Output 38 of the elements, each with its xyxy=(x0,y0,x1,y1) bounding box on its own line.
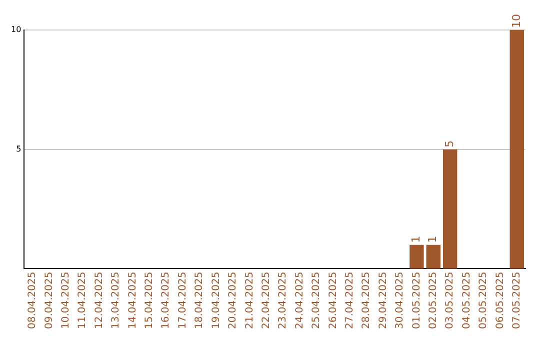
x-tick-label: 16.04.2025 xyxy=(160,272,172,330)
x-tick-label: 08.04.2025 xyxy=(27,272,38,330)
x-tick-label: 04.05.2025 xyxy=(461,272,472,330)
x-tick-label: 11.04.2025 xyxy=(77,272,88,330)
data-label: 1 xyxy=(410,236,423,243)
x-tick-label: 24.04.2025 xyxy=(294,272,306,330)
bar xyxy=(426,244,440,269)
x-tick-label: 23.04.2025 xyxy=(278,272,289,330)
x-tick-label: 21.04.2025 xyxy=(244,272,256,330)
bar xyxy=(510,30,524,269)
x-tick-label: 15.04.2025 xyxy=(144,272,156,330)
x-tick-label: 25.04.2025 xyxy=(311,272,322,330)
x-tick-label: 27.04.2025 xyxy=(344,272,356,330)
data-label: 10 xyxy=(510,14,523,28)
x-tick-label: 18.04.2025 xyxy=(194,272,206,330)
bar xyxy=(442,149,458,269)
x-tick-label: 12.04.2025 xyxy=(94,272,105,330)
x-tick-label: 02.05.2025 xyxy=(428,272,439,330)
x-tick-label: 29.04.2025 xyxy=(378,272,389,330)
data-label: 5 xyxy=(442,140,456,148)
x-tick-label: 05.05.2025 xyxy=(478,272,490,330)
x-tick-label: 22.04.2025 xyxy=(260,272,272,330)
x-tick-label: 30.04.2025 xyxy=(394,272,406,330)
x-tick-label: 10.04.2025 xyxy=(60,272,72,330)
x-tick-label: 20.04.2025 xyxy=(228,272,239,330)
x-tick-label: 28.04.2025 xyxy=(361,272,372,330)
x-tick-label: 26.04.2025 xyxy=(328,272,339,330)
x-tick-label: 01.05.2025 xyxy=(411,272,422,330)
x-tick-label: 17.04.2025 xyxy=(177,272,188,330)
x-tick-label: 06.05.2025 xyxy=(494,272,506,330)
x-tick-label: 07.05.2025 xyxy=(511,272,522,330)
x-tick-label: 13.04.2025 xyxy=(110,272,122,330)
x-tick-label: 03.05.2025 xyxy=(444,272,456,330)
x-tick-label: 09.04.2025 xyxy=(44,272,55,330)
data-label: 1 xyxy=(426,236,440,243)
x-tick-label: 19.04.2025 xyxy=(210,272,222,330)
x-tick-label: 14.04.2025 xyxy=(127,272,138,330)
bar xyxy=(410,244,424,269)
